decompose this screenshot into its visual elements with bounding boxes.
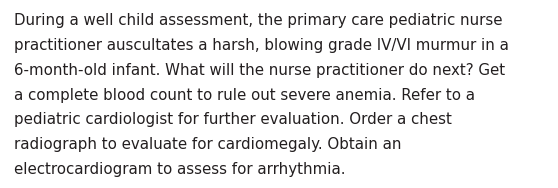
Text: 6-month-old infant. What will the nurse practitioner do next? Get: 6-month-old infant. What will the nurse … (14, 63, 505, 78)
Text: a complete blood count to rule out severe anemia. Refer to a: a complete blood count to rule out sever… (14, 88, 475, 103)
Text: radiograph to evaluate for cardiomegaly. Obtain an: radiograph to evaluate for cardiomegaly.… (14, 137, 401, 152)
Text: practitioner auscultates a harsh, blowing grade IV/VI murmur in a: practitioner auscultates a harsh, blowin… (14, 38, 509, 53)
Text: pediatric cardiologist for further evaluation. Order a chest: pediatric cardiologist for further evalu… (14, 112, 452, 127)
Text: electrocardiogram to assess for arrhythmia.: electrocardiogram to assess for arrhythm… (14, 162, 345, 177)
Text: During a well child assessment, the primary care pediatric nurse: During a well child assessment, the prim… (14, 13, 502, 28)
